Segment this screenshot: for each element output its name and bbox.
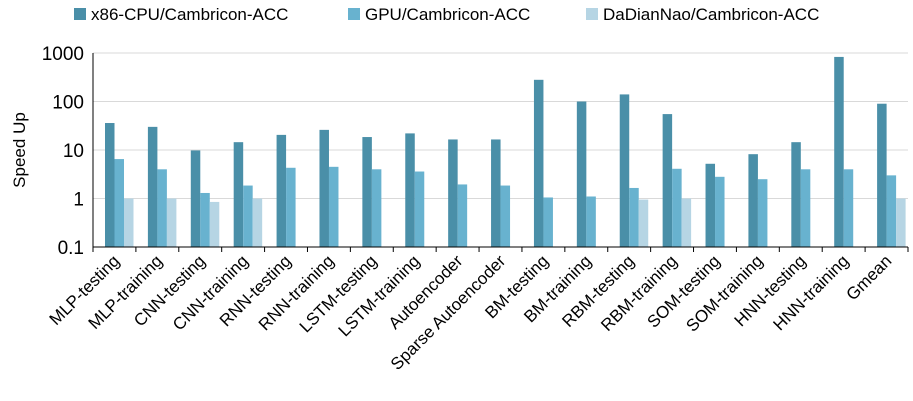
bar-gpu <box>672 168 682 247</box>
bar-gpu <box>414 171 425 247</box>
bar-gpu <box>328 166 339 247</box>
bar-cpu <box>147 126 158 247</box>
bar-gpu <box>457 184 468 247</box>
bar-cpu <box>491 139 501 247</box>
bar-cpu <box>533 79 544 247</box>
bar-cpu <box>190 150 201 247</box>
bar-gpu <box>543 197 553 247</box>
bar-cpu <box>448 139 458 247</box>
bar-cpu <box>576 101 587 247</box>
y-tick-labels: 0.1 1 10 100 1000 <box>42 44 84 259</box>
bar-gpu <box>843 169 854 247</box>
bar-gpu <box>157 169 167 247</box>
bar-cpu <box>233 142 244 247</box>
bar-cpu <box>619 94 630 248</box>
legend-swatch <box>74 8 86 20</box>
bar-dadiannao <box>638 199 649 247</box>
axes <box>92 53 909 252</box>
bar-gpu <box>800 169 811 247</box>
bar-cpu <box>877 103 887 247</box>
legend-label: DaDianNao/Cambricon-ACC <box>603 5 819 24</box>
bar-dadiannao <box>896 198 906 247</box>
x-category-labels: MLP-testingMLP-trainingCNN-testingCNN-tr… <box>46 251 896 374</box>
bar-gpu <box>200 192 210 247</box>
bar-cpu <box>405 133 415 247</box>
bar-gpu <box>114 159 124 247</box>
bar-dadiannao <box>124 198 134 247</box>
bar-cpu <box>662 114 673 247</box>
bar-gpu <box>500 185 511 247</box>
bar-cpu <box>791 142 801 247</box>
bar-gpu <box>757 179 768 247</box>
legend-label: GPU/Cambricon-ACC <box>365 5 530 24</box>
bar-gpu <box>715 176 725 247</box>
y-axis-title: Speed Up <box>10 112 29 188</box>
bar-cpu <box>362 137 372 247</box>
y-tick-label: 1 <box>73 190 84 211</box>
bar-gpu <box>629 187 639 247</box>
bar-gpu <box>886 175 897 247</box>
bar-dadiannao <box>681 198 692 247</box>
bar-cpu <box>276 134 287 247</box>
bar-dadiannao <box>166 198 177 247</box>
bar-gpu <box>243 185 253 247</box>
bar-dadiannao <box>209 201 220 247</box>
bar-cpu <box>705 163 716 247</box>
bar-dadiannao <box>252 198 263 247</box>
bar-cpu <box>834 56 844 247</box>
bar-gpu <box>371 169 382 247</box>
x-category-label: HNN-training <box>770 251 853 334</box>
legend-swatch <box>348 8 360 20</box>
y-tick-label: 0.1 <box>58 238 84 259</box>
bar-gpu <box>286 167 296 247</box>
x-category-label: Gmean <box>843 251 896 304</box>
bar-cpu <box>748 154 758 247</box>
y-tick-label: 10 <box>63 141 84 162</box>
legend-swatch <box>586 8 598 20</box>
legend-label: x86-CPU/Cambricon-ACC <box>91 5 288 24</box>
y-tick-label: 100 <box>52 93 84 114</box>
bar-cpu <box>105 123 115 247</box>
y-tick-label: 1000 <box>42 44 84 65</box>
bar-gpu <box>586 196 596 247</box>
chart-legend: x86-CPU/Cambricon-ACC GPU/Cambricon-ACC Da… <box>74 5 819 24</box>
bar-cpu <box>319 129 329 247</box>
bars <box>105 56 906 248</box>
